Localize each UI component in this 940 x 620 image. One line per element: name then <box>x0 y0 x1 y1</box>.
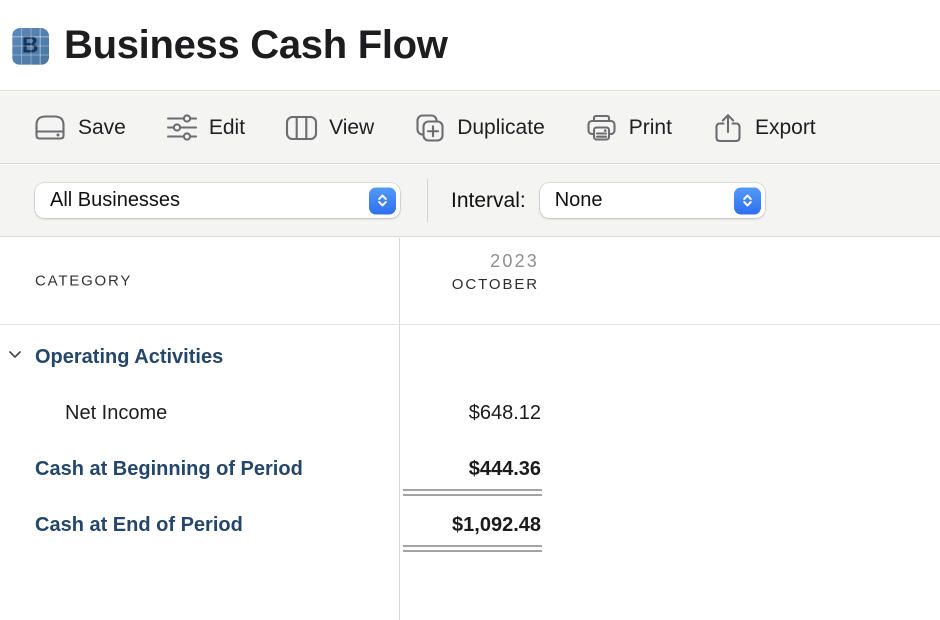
row-value-cell: $444.36 <box>400 441 542 497</box>
interval-select[interactable]: None <box>539 183 765 218</box>
interval-label: Interval: <box>451 188 526 212</box>
edit-button[interactable]: Edit <box>166 114 245 141</box>
row-value: $444.36 <box>468 457 541 480</box>
save-label: Save <box>78 115 126 139</box>
category-column-header: CATEGORY <box>35 272 133 290</box>
period-month: OCTOBER <box>451 275 539 293</box>
duplicate-button[interactable]: Duplicate <box>414 112 545 144</box>
column-divider <box>399 238 400 620</box>
export-button[interactable]: Export <box>712 112 816 144</box>
print-label: Print <box>628 115 672 139</box>
row-label: Cash at End of Period <box>35 513 243 536</box>
print-button[interactable]: Print <box>585 113 672 143</box>
period-year: 2023 <box>490 251 539 271</box>
title-bar: B Business Cash Flow <box>0 0 940 91</box>
row-value-cell: $1,092.48 <box>400 497 542 553</box>
row-label: Net Income <box>65 401 168 424</box>
table-rows: Operating Activities Net Income $648.12 … <box>0 325 940 553</box>
business-select-value: All Businesses <box>50 189 181 211</box>
save-drive-icon <box>33 112 67 143</box>
row-value-cell <box>400 329 541 385</box>
plus-square-on-square-icon <box>414 112 446 144</box>
view-button[interactable]: View <box>285 114 374 142</box>
double-underline <box>403 545 542 552</box>
popup-chevrons-icon <box>369 187 396 214</box>
business-select[interactable]: All Businesses <box>35 183 400 218</box>
share-icon <box>712 112 744 144</box>
export-label: Export <box>754 115 816 139</box>
popup-chevrons-icon <box>733 187 761 214</box>
page-title: Business Cash Flow <box>64 22 448 67</box>
duplicate-label: Duplicate <box>457 115 545 139</box>
app-icon-letter: B <box>22 33 39 56</box>
cash-flow-table: CATEGORY 2023 OCTOBER Operating Activiti… <box>0 238 940 620</box>
toolbar: Save Edit View <box>0 92 940 164</box>
sliders-icon <box>166 114 198 141</box>
chevron-down-icon[interactable] <box>6 346 24 369</box>
row-value-cell: $648.12 <box>400 385 541 441</box>
view-label: View <box>329 115 375 139</box>
row-label: Cash at Beginning of Period <box>35 457 303 480</box>
table-row-net-income: Net Income $648.12 <box>0 385 940 441</box>
save-button[interactable]: Save <box>33 112 126 143</box>
app-icon: B <box>12 27 49 65</box>
app-icon-grid <box>12 27 49 65</box>
table-row-cash-beginning: Cash at Beginning of Period $444.36 <box>0 441 940 497</box>
filter-bar: All Businesses Interval: None <box>0 165 940 237</box>
filter-divider <box>427 179 428 222</box>
table-row-operating-activities[interactable]: Operating Activities <box>0 329 940 385</box>
row-value: $648.12 <box>468 401 541 424</box>
edit-label: Edit <box>208 115 246 139</box>
row-value: $1,092.48 <box>452 513 541 536</box>
double-underline <box>403 489 542 496</box>
interval-select-value: None <box>554 189 603 211</box>
table-header: CATEGORY 2023 OCTOBER <box>0 238 940 325</box>
period-column-header: 2023 OCTOBER <box>400 251 539 296</box>
table-row-cash-end: Cash at End of Period $1,092.48 <box>0 497 940 553</box>
row-label: Operating Activities <box>35 345 224 368</box>
columns-icon <box>285 114 318 142</box>
printer-icon <box>585 113 618 143</box>
